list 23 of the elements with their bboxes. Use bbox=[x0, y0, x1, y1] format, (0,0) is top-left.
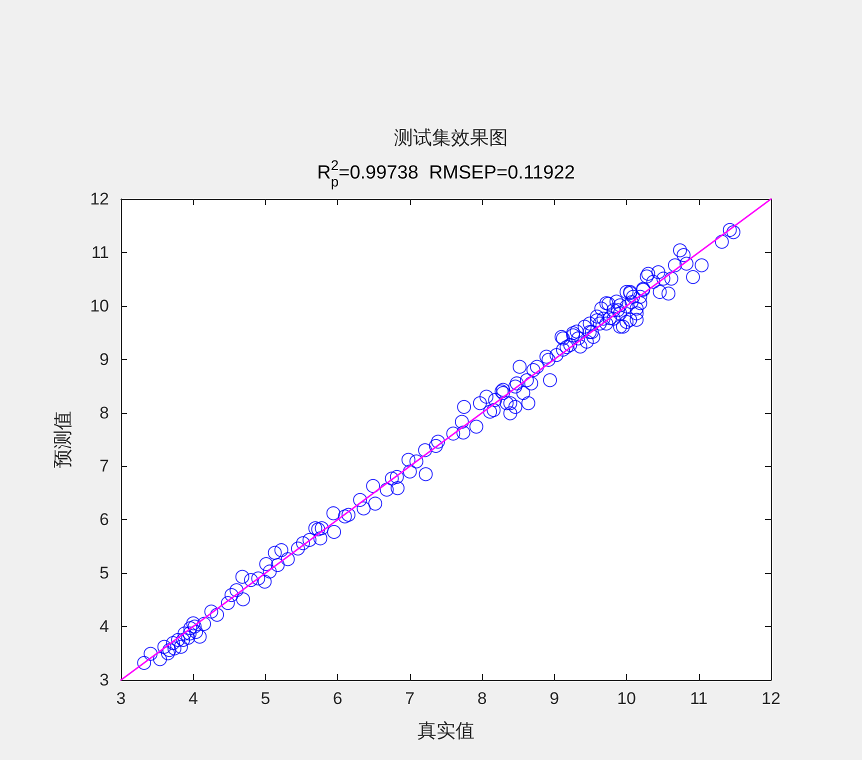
x-tick-label: 9 bbox=[550, 689, 560, 708]
x-tick-label: 11 bbox=[690, 689, 708, 708]
x-tick-label: 10 bbox=[617, 689, 636, 708]
x-tick-label: 3 bbox=[116, 689, 126, 708]
x-tick-label: 5 bbox=[260, 689, 270, 708]
x-tick-label: 12 bbox=[762, 689, 780, 708]
x-tick-label: 8 bbox=[477, 689, 487, 708]
y-tick-label: 3 bbox=[100, 670, 109, 690]
x-axis-title: 真实值 bbox=[418, 720, 474, 742]
y-tick-label: 7 bbox=[100, 456, 109, 476]
y-tick-label: 6 bbox=[100, 510, 109, 530]
y-tick-label: 5 bbox=[100, 564, 109, 583]
x-tick-label: 7 bbox=[405, 689, 415, 708]
y-tick-label: 11 bbox=[91, 242, 109, 262]
y-axis-title: 预测值 bbox=[53, 411, 74, 468]
x-tick-label: 6 bbox=[332, 689, 342, 708]
y-tick-label: 9 bbox=[100, 350, 109, 369]
y-tick-label: 10 bbox=[90, 296, 109, 316]
chart-title: 测试集效果图 bbox=[394, 128, 508, 149]
y-tick-label: 8 bbox=[100, 403, 109, 422]
y-tick-label: 12 bbox=[90, 190, 109, 208]
y-tick-label: 4 bbox=[100, 617, 109, 636]
x-tick-label: 4 bbox=[188, 689, 198, 708]
